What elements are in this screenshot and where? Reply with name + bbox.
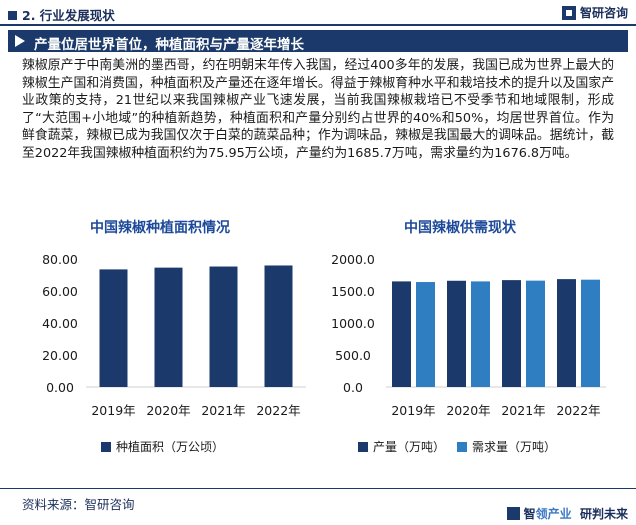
arrow-right-icon [15, 35, 25, 47]
x-tick-label: 2019年 [391, 403, 435, 418]
bar [416, 282, 435, 387]
bottom-divider [0, 488, 636, 489]
area-chart: 0.00 20.00 40.00 60.00 80.00 2019年 2020年 2021年 2… [42, 252, 306, 418]
source-note: 资料来源：智研咨询 [22, 497, 135, 512]
headline-text: 产量位居世界首位，种植面积与产量逐年增长 [34, 37, 304, 53]
top-divider [0, 24, 636, 26]
x-tick-label: 2021年 [201, 403, 245, 418]
y-tick-label: 80.00 [42, 252, 78, 267]
x-tick-label: 2020年 [446, 403, 490, 418]
bar [154, 267, 183, 387]
x-tick-label: 2022年 [256, 403, 300, 418]
y-tick-label: 2000.0 [331, 252, 375, 267]
x-tick-label: 2019年 [91, 403, 135, 418]
brand-logo-icon [561, 5, 576, 20]
chart-title-area: 中国辣椒种植面积情况 [90, 220, 230, 236]
brand-name: 智研咨询 [579, 6, 628, 20]
supply-demand-chart: 0.0 500.0 1000.0 1500.0 2000.0 2019年 2020年 2021… [331, 252, 606, 418]
chart-title-supply: 中国辣椒供需现状 [404, 220, 516, 236]
section-title-text: 2. 行业发展现状 [22, 8, 115, 23]
footer-brand-left: 领产业 [535, 507, 572, 521]
bar [557, 279, 576, 387]
legend-area: 种植面积（万公顷） [101, 438, 224, 455]
legend-swatch-demand [457, 441, 468, 452]
x-tick-label: 2021年 [501, 403, 545, 418]
legend-supply: 产量（万吨） 需求量（万吨） [358, 438, 556, 455]
bar [526, 280, 545, 387]
legend-label-area: 种植面积（万公顷） [116, 440, 225, 454]
legend-label-demand: 需求量（万吨） [472, 440, 557, 454]
brand: 智研咨询 [561, 4, 628, 21]
footer-brand: 智领产业 研判未来 [506, 505, 628, 522]
y-tick-label: 0.0 [343, 380, 363, 395]
y-tick-label: 1000.0 [331, 316, 375, 331]
y-tick-label: 1500.0 [331, 284, 375, 299]
footer-brand-main: 智 [523, 507, 536, 521]
footer-logo-icon [506, 507, 520, 520]
body-paragraph: 辣椒原产于中南美洲的墨西哥，约在明朝末年传入我国，经过400多年的发展，我国已成… [22, 58, 614, 161]
bar [99, 269, 128, 387]
headline-banner: 产量位居世界首位，种植面积与产量逐年增长 [8, 30, 628, 53]
x-tick-label: 2022年 [556, 403, 600, 418]
top-bar: 2. 行业发展现状 智研咨询 [0, 0, 636, 26]
bar [502, 280, 521, 387]
legend-swatch-area [101, 441, 111, 452]
legend-label-output: 产量（万吨） [373, 440, 446, 454]
y-tick-label: 0.00 [46, 380, 74, 395]
y-tick-label: 60.00 [42, 284, 78, 299]
y-tick-label: 40.00 [42, 316, 78, 331]
x-tick-label: 2020年 [146, 403, 190, 418]
bar [392, 281, 411, 387]
legend-swatch-output [358, 441, 368, 452]
section-title: 2. 行业发展现状 [8, 5, 115, 24]
bar [447, 280, 466, 387]
bar [581, 279, 600, 387]
footer-brand-right: 研判未来 [579, 507, 628, 521]
y-tick-label: 500.0 [335, 348, 371, 363]
section-square-icon [8, 11, 17, 20]
y-tick-label: 20.00 [42, 348, 78, 363]
bar [264, 265, 293, 387]
bar [209, 266, 238, 387]
bar [471, 281, 490, 387]
